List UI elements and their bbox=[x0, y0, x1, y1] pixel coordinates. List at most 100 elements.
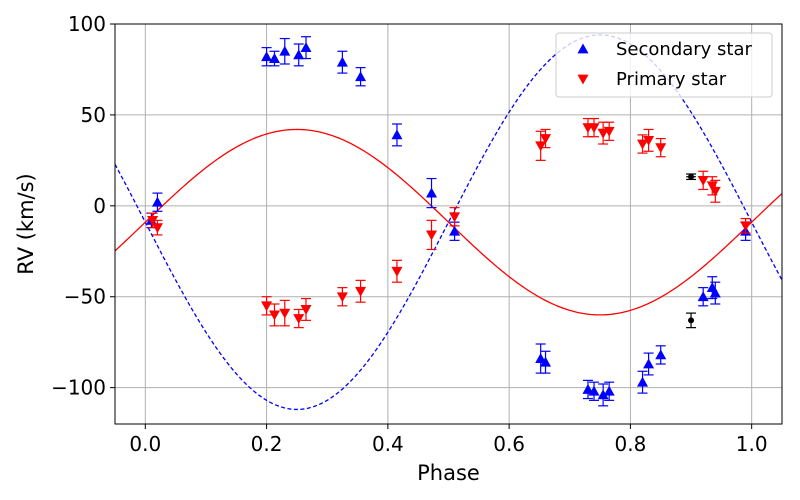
secondary-star-point bbox=[300, 36, 312, 60]
primary-star-marker bbox=[603, 126, 615, 137]
secondary-star-point bbox=[426, 177, 438, 209]
primary-star-point bbox=[300, 297, 312, 321]
x-tick-label: 0.0 bbox=[129, 432, 161, 456]
secondary-star-marker bbox=[449, 225, 461, 236]
plot-frame bbox=[114, 23, 783, 425]
primary-star-marker bbox=[293, 314, 305, 325]
other-point bbox=[686, 173, 697, 181]
primary-star-point bbox=[336, 287, 348, 307]
primary-star-point bbox=[603, 121, 615, 141]
secondary-star-point bbox=[540, 350, 552, 374]
secondary-star-point bbox=[588, 381, 600, 401]
secondary-star-point bbox=[279, 37, 291, 65]
secondary-star-marker bbox=[697, 291, 709, 302]
primary-star-point bbox=[588, 117, 600, 138]
other-marker bbox=[688, 173, 695, 180]
primary-star-marker bbox=[391, 266, 403, 277]
secondary-star-marker bbox=[336, 56, 348, 67]
secondary-star-marker bbox=[588, 385, 600, 396]
y-tick-label: 50 bbox=[81, 103, 106, 127]
primary-star-point bbox=[279, 299, 291, 327]
x-tick-label: 0.8 bbox=[615, 432, 647, 456]
secondary-star-point bbox=[391, 123, 403, 147]
secondary-star-marker bbox=[261, 51, 273, 62]
primary-star-marker bbox=[540, 134, 552, 145]
legend-label: Secondary star bbox=[616, 39, 753, 60]
y-tick-label: 100 bbox=[68, 12, 106, 36]
secondary-star-point bbox=[637, 370, 649, 394]
primary-star-point bbox=[709, 179, 721, 203]
primary-star-point bbox=[355, 279, 367, 303]
data-points bbox=[145, 36, 752, 407]
primary-star-marker bbox=[655, 143, 667, 154]
secondary-star-marker bbox=[268, 53, 280, 63]
secondary-star-marker bbox=[279, 45, 291, 56]
primary-star-point bbox=[540, 128, 552, 149]
primary-star-point bbox=[637, 134, 649, 154]
secondary-star-marker bbox=[709, 287, 721, 298]
legend-box bbox=[555, 32, 773, 98]
y-tick-label: −50 bbox=[64, 285, 106, 309]
secondary-star-point bbox=[697, 287, 709, 307]
primary-star-marker bbox=[279, 308, 291, 319]
primary-star-marker bbox=[740, 221, 752, 232]
secondary-star-marker bbox=[603, 385, 615, 396]
secondary-star-marker bbox=[391, 129, 403, 140]
other-marker bbox=[688, 317, 695, 324]
primary-star-marker bbox=[709, 186, 721, 197]
primary-star-point bbox=[740, 217, 752, 234]
primary-star-point bbox=[426, 219, 438, 251]
x-tick-label: 0.6 bbox=[493, 432, 525, 456]
primary-star-marker bbox=[336, 292, 348, 303]
x-tick-label: 0.4 bbox=[372, 432, 404, 456]
secondary-star-marker bbox=[540, 356, 552, 367]
secondary-star-marker bbox=[300, 42, 312, 53]
secondary-star-point bbox=[268, 50, 280, 67]
secondary-star-point bbox=[355, 67, 367, 87]
secondary-star-marker bbox=[597, 389, 609, 400]
other-point bbox=[686, 312, 697, 329]
secondary-star-marker bbox=[426, 187, 438, 198]
legend-label: Primary star bbox=[616, 69, 727, 90]
secondary-star-point bbox=[151, 192, 163, 212]
primary-star-marker bbox=[597, 128, 609, 139]
primary-star-marker bbox=[355, 286, 367, 297]
primary-fit-curve bbox=[115, 128, 782, 316]
primary-star-point bbox=[697, 170, 709, 191]
secondary-star-point bbox=[582, 379, 594, 400]
y-axis-label: RV (km/s) bbox=[14, 173, 38, 275]
x-tick-label: 1.0 bbox=[736, 432, 768, 456]
primary-star-marker bbox=[697, 175, 709, 186]
secondary-star-point bbox=[336, 50, 348, 74]
primary-star-point bbox=[643, 128, 655, 152]
primary-star-marker bbox=[588, 123, 600, 134]
x-axis-label: Phase bbox=[417, 461, 480, 485]
primary-star-marker bbox=[426, 230, 438, 241]
primary-star-point bbox=[391, 259, 403, 283]
legend-marker bbox=[577, 43, 589, 54]
primary-star-point bbox=[449, 207, 461, 227]
secondary-star-marker bbox=[637, 376, 649, 387]
y-tick-label: −100 bbox=[51, 376, 106, 400]
secondary-star-marker bbox=[151, 196, 163, 207]
primary-star-marker bbox=[261, 301, 273, 312]
primary-star-marker bbox=[535, 141, 547, 152]
primary-star-marker bbox=[643, 135, 655, 146]
primary-star-point bbox=[535, 130, 547, 161]
secondary-star-point bbox=[643, 352, 655, 376]
primary-star-marker bbox=[300, 305, 312, 315]
primary-star-marker bbox=[637, 139, 649, 150]
primary-star-marker bbox=[449, 212, 461, 223]
primary-star-marker bbox=[151, 223, 163, 234]
primary-star-marker bbox=[268, 310, 280, 321]
x-tick-label: 0.2 bbox=[251, 432, 283, 456]
primary-star-point bbox=[268, 303, 280, 327]
primary-star-point bbox=[261, 296, 273, 316]
secondary-star-marker bbox=[355, 71, 367, 82]
primary-star-point bbox=[151, 219, 163, 236]
secondary-star-marker bbox=[293, 49, 305, 60]
legend: Secondary star Primary star bbox=[555, 32, 773, 98]
secondary-star-point bbox=[261, 47, 273, 67]
legend-marker bbox=[577, 74, 589, 85]
secondary-star-point bbox=[709, 281, 721, 305]
